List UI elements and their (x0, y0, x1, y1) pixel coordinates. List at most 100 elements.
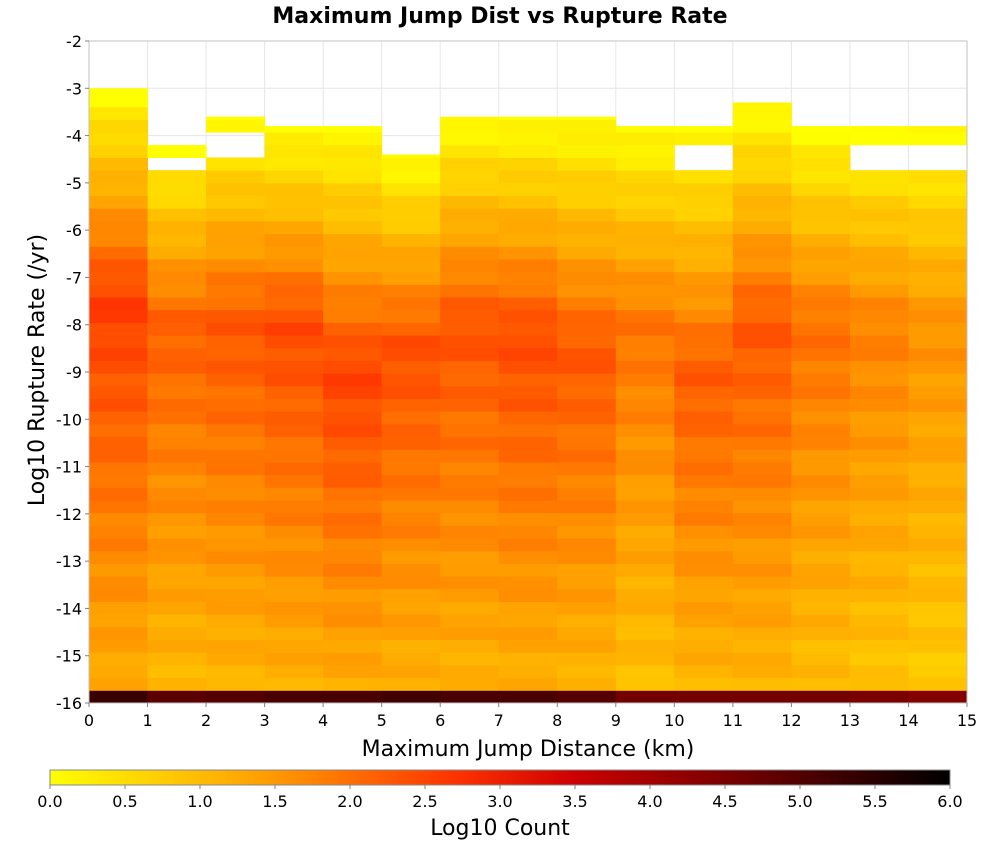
heatmap-cell (732, 170, 792, 184)
heatmap-cell (381, 626, 441, 641)
heatmap-cell (615, 487, 675, 501)
heatmap-cell (615, 208, 675, 222)
heatmap-cell (440, 116, 500, 120)
heatmap-cell (381, 423, 441, 438)
heatmap-cell (147, 208, 207, 222)
heatmap-cell (89, 322, 149, 336)
heatmap-cell (557, 322, 617, 336)
heatmap-cell (674, 132, 734, 146)
heatmap-cell (323, 297, 383, 311)
heatmap-cell (381, 664, 441, 679)
heatmap-cell (264, 233, 324, 247)
heatmap-cell (732, 664, 792, 679)
heatmap-cell (381, 398, 441, 412)
heatmap-cell (732, 102, 792, 108)
y-tick-label: -15 (56, 647, 82, 666)
heatmap-cell (264, 423, 324, 438)
heatmap-cell (849, 461, 909, 476)
heatmap-cell (557, 347, 617, 361)
heatmap-cell (89, 563, 149, 577)
heatmap-cell (557, 538, 617, 552)
heatmap-cell (381, 652, 441, 666)
heatmap-cell (791, 474, 851, 488)
heatmap-cell (323, 525, 383, 539)
heatmap-cell (381, 157, 441, 171)
heatmap-cell (498, 500, 558, 514)
heatmap-cell (615, 182, 675, 197)
heatmap-cell (615, 436, 675, 450)
heatmap-cell (557, 690, 617, 704)
y-tick-label: -3 (66, 79, 82, 98)
heatmap-cell (791, 126, 851, 133)
heatmap-cell (323, 398, 383, 412)
heatmap-cell (732, 436, 792, 450)
heatmap-cell (498, 347, 558, 361)
heatmap-cell (147, 550, 207, 564)
heatmap-cell (89, 335, 149, 349)
heatmap-cell (147, 449, 207, 463)
heatmap-cell (264, 449, 324, 463)
heatmap-cell (147, 461, 207, 476)
heatmap-cell (264, 436, 324, 450)
heatmap-cell (791, 220, 851, 235)
heatmap-cell (674, 284, 734, 298)
heatmap-cell (498, 411, 558, 425)
heatmap-cell (89, 690, 149, 704)
heatmap-cell (849, 335, 909, 349)
heatmap-cell (557, 385, 617, 400)
heatmap-cell (264, 588, 324, 603)
heatmap-cell (147, 538, 207, 552)
heatmap-cell (89, 576, 149, 590)
heatmap-cell (732, 398, 792, 412)
heatmap-cell (732, 690, 792, 704)
heatmap-cell (147, 297, 207, 311)
colorbar-tick-label: 2.5 (412, 792, 437, 811)
heatmap-cell (557, 576, 617, 590)
heatmap-cell (732, 144, 792, 158)
heatmap-cell (323, 195, 383, 209)
heatmap-cell (615, 360, 675, 374)
colorbar-tick-label: 3.0 (487, 792, 512, 811)
heatmap-cell (732, 449, 792, 463)
heatmap-cell (323, 550, 383, 564)
heatmap-cell (264, 309, 324, 323)
heatmap-cell (849, 398, 909, 412)
heatmap-cell (264, 690, 324, 704)
heatmap-cell (440, 423, 500, 438)
heatmap-cell (557, 500, 617, 514)
heatmap-cell (732, 373, 792, 387)
colorbar-tick-label: 1.0 (187, 792, 212, 811)
heatmap-cell (908, 461, 968, 476)
heatmap-cell (615, 626, 675, 641)
heatmap-cell (732, 284, 792, 298)
heatmap-cell (791, 500, 851, 514)
heatmap-cell (615, 233, 675, 247)
heatmap-cell (498, 208, 558, 222)
heatmap-cell (206, 550, 266, 564)
heatmap-cell (498, 461, 558, 476)
x-axis-label: Maximum Jump Distance (km) (362, 737, 695, 762)
heatmap-cell (89, 144, 149, 158)
heatmap-cell (323, 157, 383, 171)
heatmap-cell (440, 652, 500, 666)
heatmap-cell (849, 436, 909, 450)
heatmap-cell (732, 525, 792, 539)
heatmap-cell (557, 170, 617, 184)
heatmap-cell (440, 436, 500, 450)
heatmap-cell (440, 335, 500, 349)
heatmap-cell (89, 258, 149, 273)
heatmap-cell (849, 297, 909, 311)
heatmap-cell (147, 145, 207, 158)
x-tick-label: 13 (840, 711, 860, 730)
colorbar-tick-label: 3.5 (562, 792, 587, 811)
heatmap-cell (615, 423, 675, 438)
heatmap-cell (674, 563, 734, 577)
heatmap-cell (147, 512, 207, 526)
heatmap-cell (147, 360, 207, 374)
heatmap-cell (732, 195, 792, 209)
heatmap-cell (206, 119, 266, 133)
heatmap-cell (323, 664, 383, 679)
y-tick-label: -9 (66, 363, 82, 382)
heatmap-cell (264, 297, 324, 311)
heatmap-cell (440, 233, 500, 247)
